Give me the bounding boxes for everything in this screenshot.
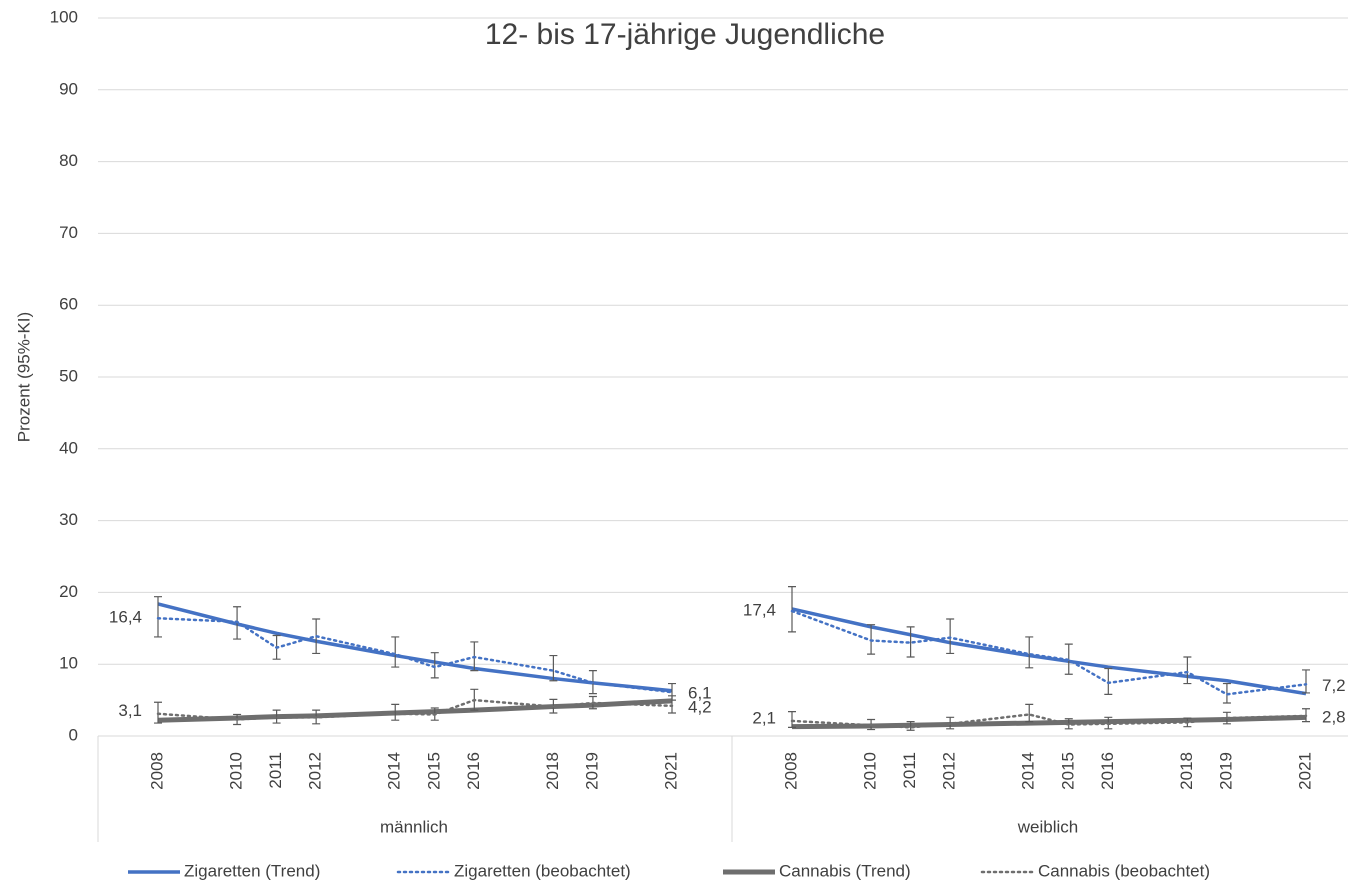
observed-line (790, 713, 1308, 729)
y-tick-label: 40 (59, 438, 78, 457)
y-tick-label: 20 (59, 582, 78, 601)
error-bar (1025, 703, 1034, 723)
error-bar (946, 618, 955, 655)
y-tick-label: 100 (50, 7, 78, 26)
error-bar (272, 709, 281, 724)
error-bar (391, 636, 400, 668)
x-tick-label: 2011 (900, 752, 919, 789)
group-label: männlich (380, 817, 448, 836)
error-bar (1302, 669, 1310, 694)
data-label: 7,2 (1322, 676, 1346, 695)
error-bar (906, 721, 915, 731)
observed-line (156, 698, 674, 721)
error-bar (1025, 636, 1034, 669)
y-tick-label: 60 (59, 295, 78, 314)
x-tick-label: 2011 (266, 752, 285, 789)
x-tick-label: 2021 (661, 752, 680, 790)
y-axis-title: Prozent (95%-KI) (14, 312, 33, 442)
x-tick-label: 2012 (940, 752, 959, 790)
observed-line (156, 616, 674, 694)
y-tick-label: 90 (59, 79, 78, 98)
x-tick-label: 2014 (1019, 752, 1038, 790)
legend-label: Zigaretten (Trend) (184, 861, 320, 880)
x-tick-label: 2010 (227, 752, 246, 790)
error-bar (1104, 667, 1113, 695)
x-tick-label: 2019 (582, 752, 601, 790)
error-bar (788, 586, 796, 633)
y-tick-label: 10 (59, 654, 78, 673)
trend-line (791, 607, 1307, 696)
data-label: 2,8 (1322, 707, 1346, 726)
x-tick-label: 2008 (781, 752, 800, 790)
data-label: 3,1 (118, 701, 142, 720)
error-bar (906, 626, 915, 658)
legend-label: Cannabis (Trend) (779, 861, 911, 880)
y-tick-label: 0 (69, 725, 78, 744)
data-label: 6,1 (688, 684, 712, 703)
x-tick-label: 2015 (424, 752, 443, 790)
y-tick-label: 70 (59, 223, 78, 242)
legend-label: Cannabis (beobachtet) (1038, 861, 1210, 880)
x-tick-label: 2016 (1098, 752, 1117, 790)
x-tick-label: 2016 (464, 752, 483, 790)
chart-title: 12- bis 17-jährige Jugendliche (485, 18, 885, 51)
error-bar (430, 652, 439, 679)
data-label: 2,1 (752, 708, 776, 727)
error-bar (668, 695, 676, 714)
x-tick-label: 2018 (543, 752, 562, 790)
y-tick-label: 30 (59, 510, 78, 529)
x-tick-label: 2021 (1295, 752, 1314, 790)
x-tick-label: 2008 (147, 752, 166, 790)
x-tick-label: 2018 (1177, 752, 1196, 790)
error-bar (1183, 656, 1192, 685)
data-label: 16,4 (109, 608, 142, 627)
y-tick-label: 50 (59, 366, 78, 385)
trend-line (157, 602, 673, 693)
error-bar (391, 703, 400, 721)
group-label: weiblich (1017, 817, 1078, 836)
data-label: 4,2 (688, 697, 712, 716)
x-tick-label: 2010 (861, 752, 880, 790)
error-bar (549, 654, 558, 682)
y-tick-label: 80 (59, 151, 78, 170)
x-tick-label: 2019 (1216, 752, 1235, 790)
x-tick-label: 2012 (306, 752, 325, 790)
error-bar (154, 596, 162, 638)
x-tick-label: 2015 (1058, 752, 1077, 790)
trend-line (157, 698, 673, 723)
x-tick-label: 2014 (385, 752, 404, 790)
legend-label: Zigaretten (beobachtet) (454, 861, 631, 880)
error-bar (788, 710, 796, 728)
data-label: 17,4 (743, 601, 776, 620)
observed-line (790, 609, 1308, 696)
